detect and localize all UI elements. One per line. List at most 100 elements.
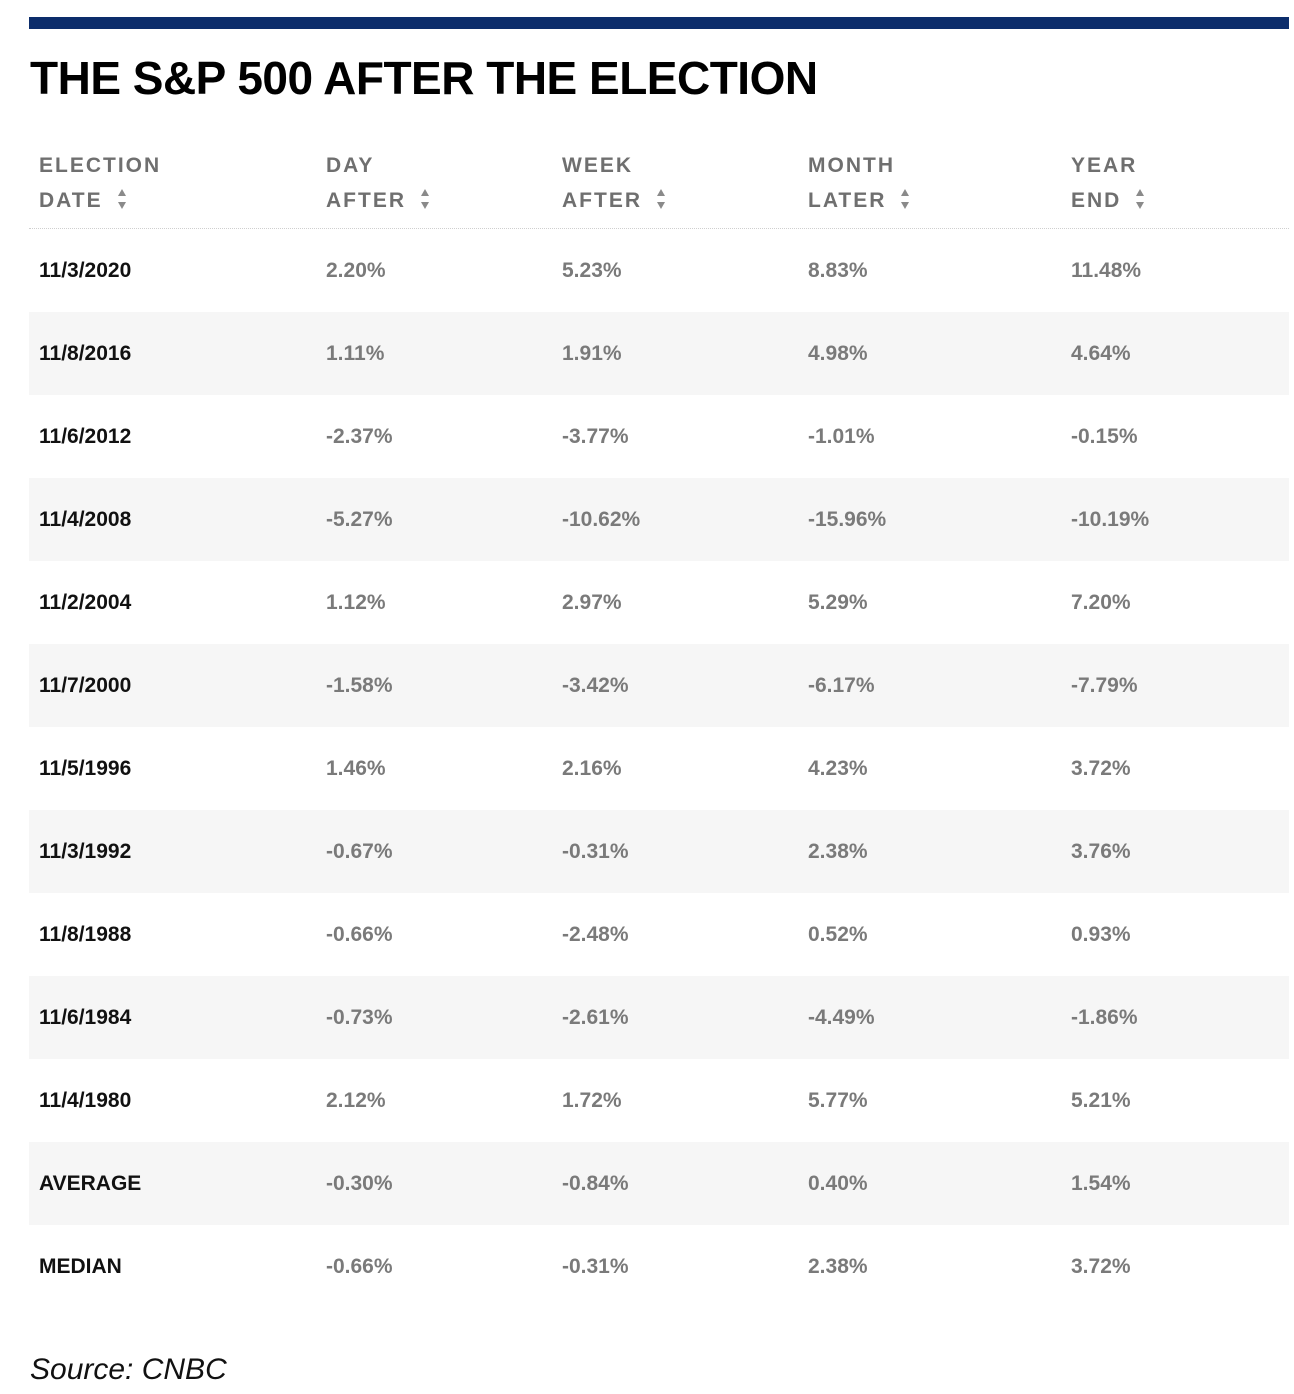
table-row: 11/8/1988 -0.66% -2.48% 0.52% 0.93% bbox=[29, 893, 1289, 976]
column-header-week-after[interactable]: WEEK AFTER bbox=[562, 148, 666, 218]
day-after-cell: 1.46% bbox=[326, 757, 386, 780]
election-date-cell: 11/8/1988 bbox=[39, 923, 132, 946]
month-later-cell: -6.17% bbox=[808, 674, 875, 697]
table-row: 11/4/2008 -5.27% -10.62% -15.96% -10.19% bbox=[29, 478, 1289, 561]
table-row: 11/5/1996 1.46% 2.16% 4.23% 3.72% bbox=[29, 727, 1289, 810]
table-row: 11/4/1980 2.12% 1.72% 5.77% 5.21% bbox=[29, 1059, 1289, 1142]
election-date-cell: 11/7/2000 bbox=[39, 674, 132, 697]
week-after-cell: -0.84% bbox=[562, 1172, 629, 1195]
year-end-cell: 1.54% bbox=[1071, 1172, 1131, 1195]
election-date-cell: 11/3/2020 bbox=[39, 259, 132, 282]
results-table: ELECTION DATE DAY AFTER WEEK AFTER MONTH… bbox=[29, 138, 1289, 1308]
day-after-cell: -0.66% bbox=[326, 1255, 393, 1278]
top-rule bbox=[29, 17, 1289, 29]
month-later-cell: 0.52% bbox=[808, 923, 868, 946]
week-after-cell: -2.61% bbox=[562, 1006, 629, 1029]
table-row-median: MEDIAN -0.66% -0.31% 2.38% 3.72% bbox=[29, 1225, 1289, 1308]
month-later-cell: -15.96% bbox=[808, 508, 887, 531]
day-after-cell: -2.37% bbox=[326, 425, 393, 448]
week-after-cell: 2.16% bbox=[562, 757, 622, 780]
election-date-cell: 11/8/2016 bbox=[39, 342, 132, 365]
election-date-cell: 11/4/1980 bbox=[39, 1089, 132, 1112]
election-date-cell: 11/2/2004 bbox=[39, 591, 132, 614]
month-later-cell: 2.38% bbox=[808, 840, 868, 863]
header-line-1: ELECTION bbox=[39, 154, 162, 177]
table-row-average: AVERAGE -0.30% -0.84% 0.40% 1.54% bbox=[29, 1142, 1289, 1225]
year-end-cell: -0.15% bbox=[1071, 425, 1138, 448]
sort-icon[interactable] bbox=[1135, 187, 1145, 211]
election-date-cell: 11/4/2008 bbox=[39, 508, 132, 531]
year-end-cell: -1.86% bbox=[1071, 1006, 1138, 1029]
table-row: 11/6/2012 -2.37% -3.77% -1.01% -0.15% bbox=[29, 395, 1289, 478]
day-after-cell: -0.67% bbox=[326, 840, 393, 863]
day-after-cell: -1.58% bbox=[326, 674, 393, 697]
header-line-2: AFTER bbox=[562, 189, 642, 212]
election-date-cell: 11/6/1984 bbox=[39, 1006, 132, 1029]
month-later-cell: 5.77% bbox=[808, 1089, 868, 1112]
day-after-cell: 2.12% bbox=[326, 1089, 386, 1112]
week-after-cell: -3.77% bbox=[562, 425, 629, 448]
column-header-month-later[interactable]: MONTH LATER bbox=[808, 148, 910, 218]
election-date-cell: 11/3/1992 bbox=[39, 840, 132, 863]
sort-icon[interactable] bbox=[420, 187, 430, 211]
median-label: MEDIAN bbox=[39, 1255, 122, 1278]
year-end-cell: 3.76% bbox=[1071, 840, 1131, 863]
year-end-cell: -7.79% bbox=[1071, 674, 1138, 697]
month-later-cell: 8.83% bbox=[808, 259, 868, 282]
month-later-cell: 0.40% bbox=[808, 1172, 868, 1195]
year-end-cell: 7.20% bbox=[1071, 591, 1131, 614]
week-after-cell: -10.62% bbox=[562, 508, 641, 531]
month-later-cell: 4.98% bbox=[808, 342, 868, 365]
month-later-cell: 4.23% bbox=[808, 757, 868, 780]
week-after-cell: 2.97% bbox=[562, 591, 622, 614]
table-header: ELECTION DATE DAY AFTER WEEK AFTER MONTH… bbox=[29, 138, 1289, 229]
column-header-election-date[interactable]: ELECTION DATE bbox=[39, 148, 161, 218]
election-date-cell: 11/6/2012 bbox=[39, 425, 132, 448]
week-after-cell: -0.31% bbox=[562, 1255, 629, 1278]
day-after-cell: -0.66% bbox=[326, 923, 393, 946]
month-later-cell: -4.49% bbox=[808, 1006, 875, 1029]
month-later-cell: 2.38% bbox=[808, 1255, 868, 1278]
year-end-cell: 5.21% bbox=[1071, 1089, 1131, 1112]
week-after-cell: -3.42% bbox=[562, 674, 629, 697]
year-end-cell: 3.72% bbox=[1071, 1255, 1131, 1278]
week-after-cell: -0.31% bbox=[562, 840, 629, 863]
day-after-cell: -0.30% bbox=[326, 1172, 393, 1195]
page-title: THE S&P 500 AFTER THE ELECTION bbox=[30, 52, 818, 104]
week-after-cell: -2.48% bbox=[562, 923, 629, 946]
year-end-cell: 0.93% bbox=[1071, 923, 1131, 946]
sort-icon[interactable] bbox=[117, 187, 127, 211]
day-after-cell: 2.20% bbox=[326, 259, 386, 282]
month-later-cell: 5.29% bbox=[808, 591, 868, 614]
average-label: AVERAGE bbox=[39, 1172, 142, 1195]
header-line-2: LATER bbox=[808, 189, 887, 212]
day-after-cell: 1.11% bbox=[326, 342, 385, 365]
sort-icon[interactable] bbox=[656, 187, 666, 211]
source-note: Source: CNBC bbox=[30, 1353, 227, 1386]
month-later-cell: -1.01% bbox=[808, 425, 875, 448]
week-after-cell: 1.72% bbox=[562, 1089, 622, 1112]
year-end-cell: 4.64% bbox=[1071, 342, 1131, 365]
day-after-cell: 1.12% bbox=[326, 591, 386, 614]
header-line-2: END bbox=[1071, 189, 1122, 212]
table-row: 11/8/2016 1.11% 1.91% 4.98% 4.64% bbox=[29, 312, 1289, 395]
day-after-cell: -0.73% bbox=[326, 1006, 393, 1029]
header-line-1: MONTH bbox=[808, 154, 895, 177]
table-row: 11/7/2000 -1.58% -3.42% -6.17% -7.79% bbox=[29, 644, 1289, 727]
election-date-cell: 11/5/1996 bbox=[39, 757, 132, 780]
header-line-2: DATE bbox=[39, 189, 103, 212]
day-after-cell: -5.27% bbox=[326, 508, 393, 531]
header-line-2: AFTER bbox=[326, 189, 406, 212]
header-line-1: WEEK bbox=[562, 154, 633, 177]
table-row: 11/2/2004 1.12% 2.97% 5.29% 7.20% bbox=[29, 561, 1289, 644]
year-end-cell: -10.19% bbox=[1071, 508, 1150, 531]
year-end-cell: 11.48% bbox=[1071, 259, 1142, 282]
column-header-day-after[interactable]: DAY AFTER bbox=[326, 148, 430, 218]
week-after-cell: 1.91% bbox=[562, 342, 622, 365]
week-after-cell: 5.23% bbox=[562, 259, 622, 282]
table-row: 11/3/2020 2.20% 5.23% 8.83% 11.48% bbox=[29, 229, 1289, 312]
sort-icon[interactable] bbox=[900, 187, 910, 211]
column-header-year-end[interactable]: YEAR END bbox=[1071, 148, 1145, 218]
table-row: 11/3/1992 -0.67% -0.31% 2.38% 3.76% bbox=[29, 810, 1289, 893]
header-line-1: YEAR bbox=[1071, 154, 1138, 177]
